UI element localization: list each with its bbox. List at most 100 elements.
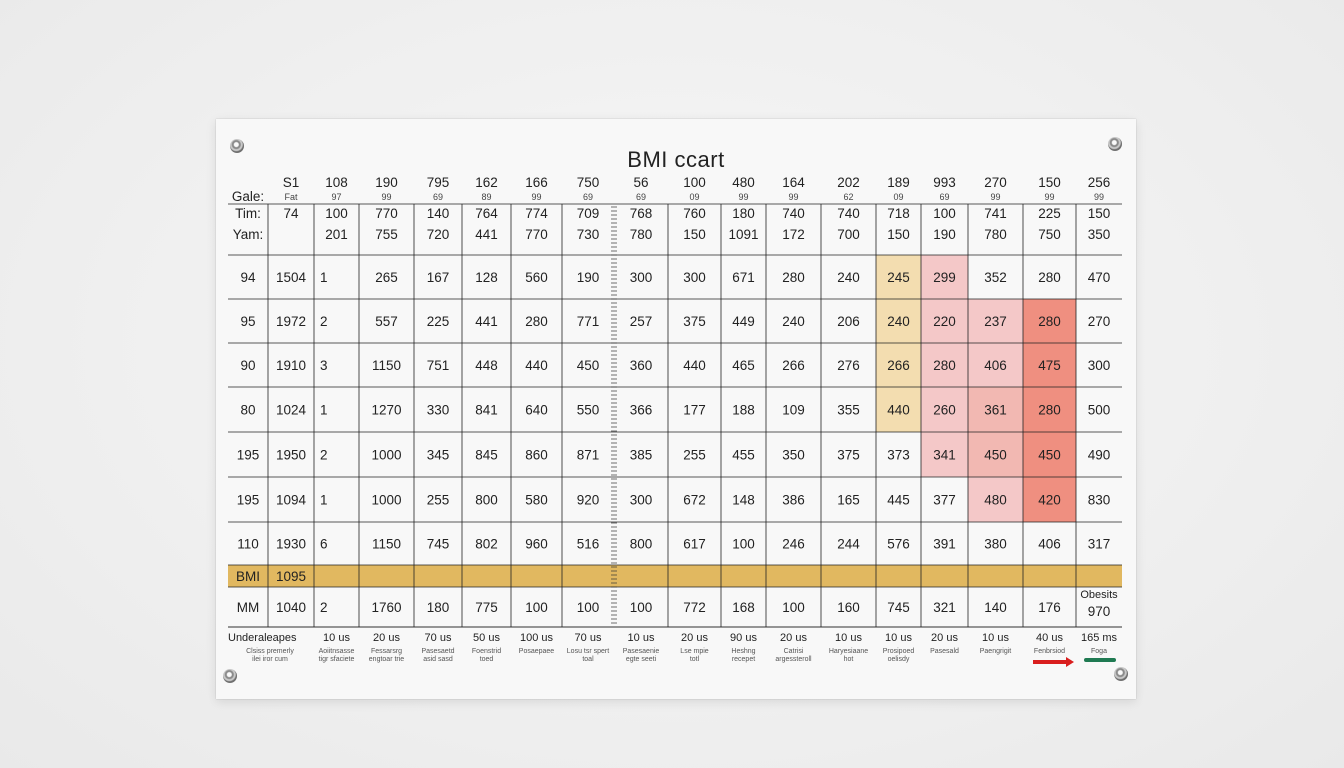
legend-caption: 10 us <box>982 632 1009 644</box>
table-cell: 317 <box>1088 537 1111 552</box>
shaded-cell <box>876 343 921 387</box>
table-cell: 1024 <box>276 403 307 418</box>
table-cell: 177 <box>683 403 706 418</box>
table-cell: 771 <box>577 314 600 329</box>
legend-subcaption: Fessarsrg <box>371 648 402 655</box>
table-cell: 448 <box>475 358 498 373</box>
row-label: MM <box>237 600 260 615</box>
table-cell: 300 <box>1088 358 1111 373</box>
table-cell: 300 <box>630 270 653 285</box>
table-cell: 380 <box>984 537 1007 552</box>
table-cell: 1 <box>320 270 328 285</box>
legend-subcaption: toal <box>582 656 594 663</box>
column-header: 150 <box>1038 175 1061 190</box>
legend-caption: 20 us <box>780 632 807 644</box>
subrow-cell: 172 <box>782 227 805 242</box>
corner-label: Gale: <box>232 189 264 204</box>
row-label: 195 <box>237 493 260 508</box>
legend-subcaption: toed <box>480 656 494 663</box>
legend-caption: 70 us <box>425 632 452 644</box>
table-cell: 165 <box>837 493 860 508</box>
subrow-cell: 441 <box>475 227 498 242</box>
table-cell: 2 <box>320 448 328 463</box>
column-header: 270 <box>984 175 1007 190</box>
table-cell: 455 <box>732 448 755 463</box>
table-cell: 188 <box>732 403 755 418</box>
column-subheader: 97 <box>331 192 341 202</box>
subrow-cell: 740 <box>782 206 805 221</box>
table-cell: 237 <box>984 314 1007 329</box>
legend-subcaption: argessteroll <box>775 656 812 663</box>
shaded-cell <box>876 255 921 299</box>
table-cell: 341 <box>933 448 956 463</box>
shaded-cell <box>1023 343 1076 387</box>
legend-subcaption: Aoiitnsasse <box>319 648 355 655</box>
subrow-cell: 180 <box>732 206 755 221</box>
subrow-cell: 780 <box>984 227 1007 242</box>
legend-subcaption: Lse mpie <box>680 648 709 655</box>
table-cell: 480 <box>984 493 1007 508</box>
column-header: 993 <box>933 175 956 190</box>
shaded-cell <box>876 299 921 343</box>
table-cell: 775 <box>475 600 498 615</box>
table-cell: 1000 <box>371 493 401 508</box>
table-cell: 300 <box>683 270 706 285</box>
table-cell: 225 <box>427 314 450 329</box>
row-label: 90 <box>240 358 255 373</box>
table-cell: 640 <box>525 403 548 418</box>
table-cell: 240 <box>837 270 860 285</box>
table-cell: 280 <box>1038 403 1061 418</box>
table-cell: 830 <box>1088 493 1111 508</box>
column-header: 795 <box>427 175 450 190</box>
table-cell: 2 <box>320 600 328 615</box>
legend-caption: 70 us <box>575 632 602 644</box>
table-cell: 550 <box>577 403 600 418</box>
column-subheader: 09 <box>689 192 699 202</box>
legend-caption: 20 us <box>681 632 708 644</box>
legend-label-sub: Clsiss premerly <box>246 648 294 655</box>
table-cell: 445 <box>887 493 910 508</box>
table-cell: 240 <box>782 314 805 329</box>
subrow-cell: 74 <box>283 206 299 221</box>
table-cell: 100 <box>577 600 600 615</box>
table-cell: 276 <box>837 358 860 373</box>
subrow-cell: 760 <box>683 206 706 221</box>
table-cell: 377 <box>933 493 956 508</box>
grommet-bottom-left <box>223 669 237 683</box>
subrow-cell: 150 <box>887 227 910 242</box>
table-cell: 800 <box>630 537 653 552</box>
table-cell: 841 <box>475 403 498 418</box>
table-cell: 255 <box>683 448 706 463</box>
shaded-cell <box>968 432 1023 477</box>
column-subheader: 89 <box>481 192 491 202</box>
shaded-cell <box>921 343 968 387</box>
table-cell: 465 <box>732 358 755 373</box>
legend-subcaption: engtoar trie <box>369 656 405 663</box>
chart-title: BMI ccart <box>627 147 725 172</box>
table-cell: 100 <box>732 537 755 552</box>
legend-subcaption: Losu tsr spert <box>567 648 609 655</box>
legend-subcaption: recepet <box>732 656 755 663</box>
table-cell: 100 <box>630 600 653 615</box>
grommet-top-right <box>1108 137 1122 151</box>
table-cell: 167 <box>427 270 450 285</box>
table-cell: 190 <box>577 270 600 285</box>
legend-caption: 100 us <box>520 632 554 644</box>
bmi-band-value: 1095 <box>276 569 306 584</box>
subrow-cell: 770 <box>375 206 398 221</box>
table-cell: 1972 <box>276 314 306 329</box>
legend-subcaption: hot <box>844 656 854 663</box>
table-cell: 1 <box>320 403 328 418</box>
subrow-cell: 720 <box>427 227 450 242</box>
subrow-cell: 755 <box>375 227 398 242</box>
legend-subcaption: Posaepaee <box>519 648 555 655</box>
table-cell: 745 <box>427 537 450 552</box>
column-header: 56 <box>633 175 648 190</box>
legend-caption: 40 us <box>1036 632 1063 644</box>
table-cell: 220 <box>933 314 956 329</box>
legend-subcaption: Heshng <box>731 648 755 655</box>
row-label: 94 <box>240 270 256 285</box>
legend-label-sub: ilei iror cum <box>252 656 288 663</box>
row-label: 80 <box>240 403 255 418</box>
column-subheader: 69 <box>939 192 949 202</box>
